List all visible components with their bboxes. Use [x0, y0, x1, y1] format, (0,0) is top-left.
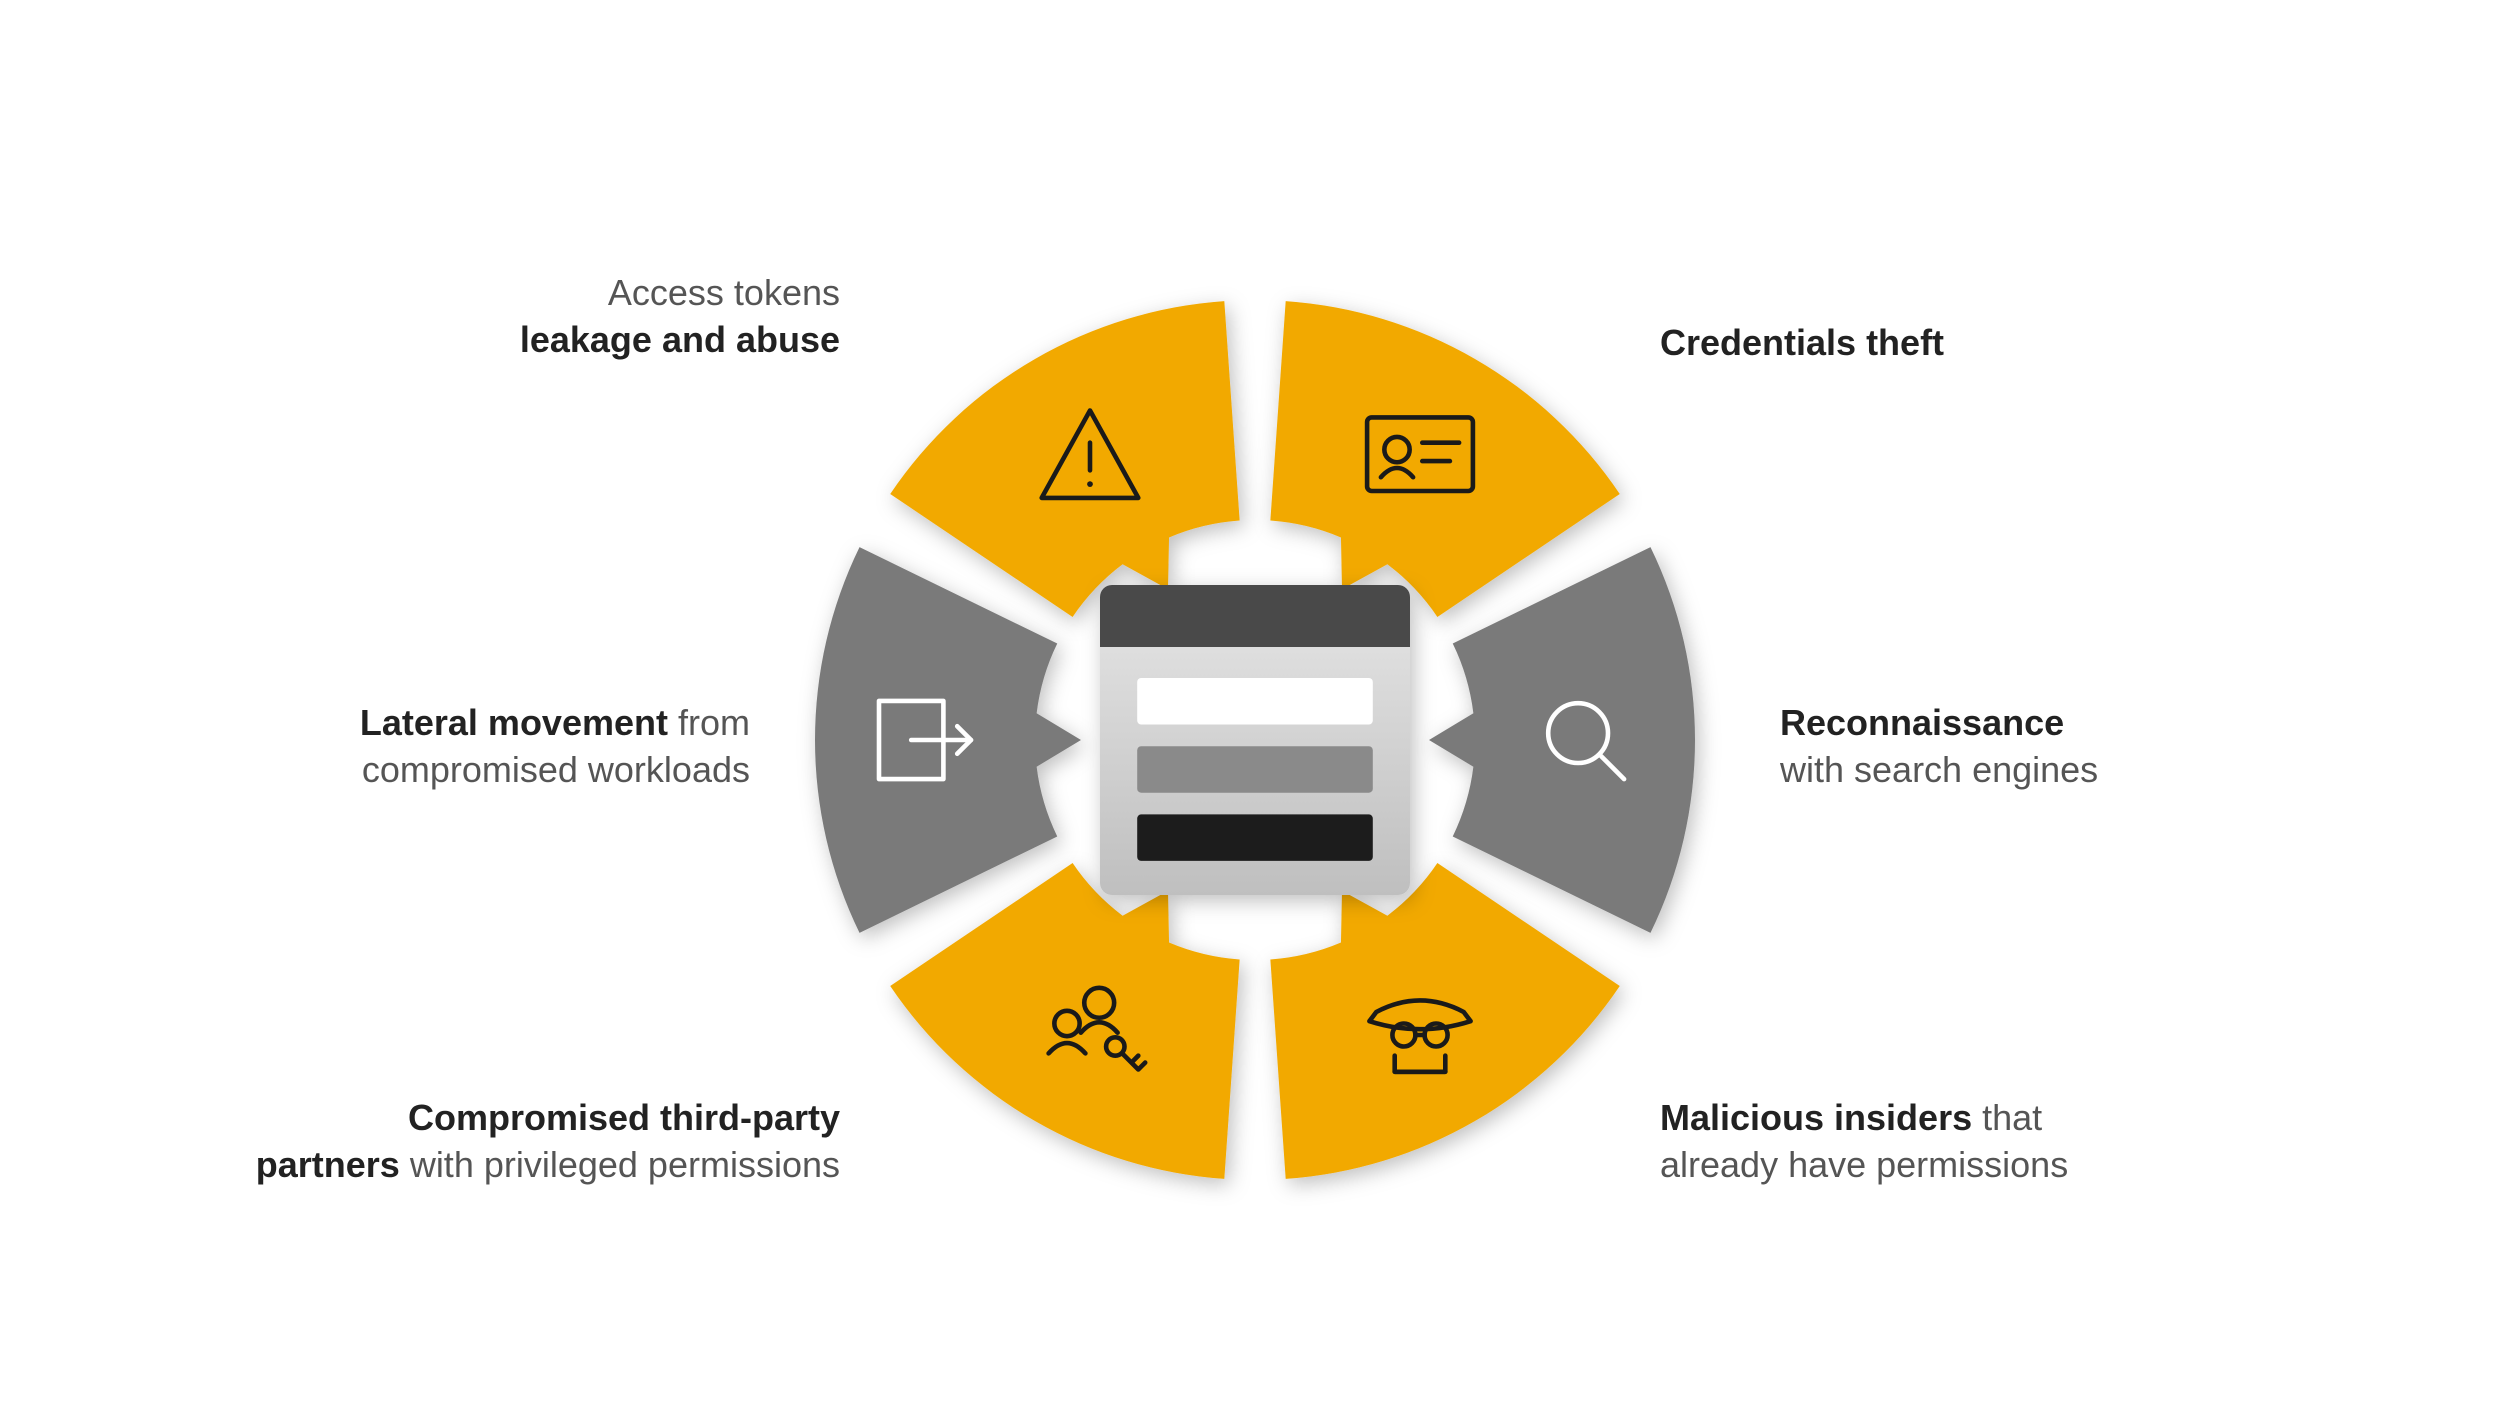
label-text: Credentials theft: [1660, 322, 1944, 363]
label-text: from: [668, 702, 750, 743]
label-malicious-insiders: Malicious insiders that already have perm…: [1660, 1095, 2300, 1189]
label-text: partners: [256, 1144, 400, 1185]
label-text: already have permissions: [1660, 1144, 2068, 1185]
label-text: with search engines: [1780, 749, 2098, 790]
label-text: leakage and abuse: [520, 319, 840, 360]
segment-reconnaissance: [1429, 547, 1695, 933]
label-text: compromised workloads: [362, 749, 750, 790]
segment-compromised-third-party: [890, 863, 1239, 1179]
label-text: Lateral movement: [360, 702, 668, 743]
label-text: Reconnaissance: [1780, 702, 2064, 743]
label-credentials-theft: Credentials theft: [1660, 320, 2180, 367]
diagram-stage: Credentials theft Reconnaissance with sear…: [0, 0, 2496, 1404]
label-text: that: [1972, 1097, 2042, 1138]
label-text: Access tokens: [608, 272, 840, 313]
center-database-icon: [1100, 585, 1410, 895]
label-reconnaissance: Reconnaissance with search engines: [1780, 700, 2340, 794]
label-lateral-movement: Lateral movement from compromised workloa…: [240, 700, 750, 794]
label-text: Compromised third-party: [408, 1097, 840, 1138]
label-compromised-third-party: Compromised third-partypartners with pri…: [120, 1095, 840, 1189]
label-text: Malicious insiders: [1660, 1097, 1972, 1138]
segment-malicious-insiders: [1270, 863, 1619, 1179]
label-access-tokens: Access tokens leakage and abuse: [360, 270, 840, 364]
label-text: with privileged permissions: [400, 1144, 840, 1185]
